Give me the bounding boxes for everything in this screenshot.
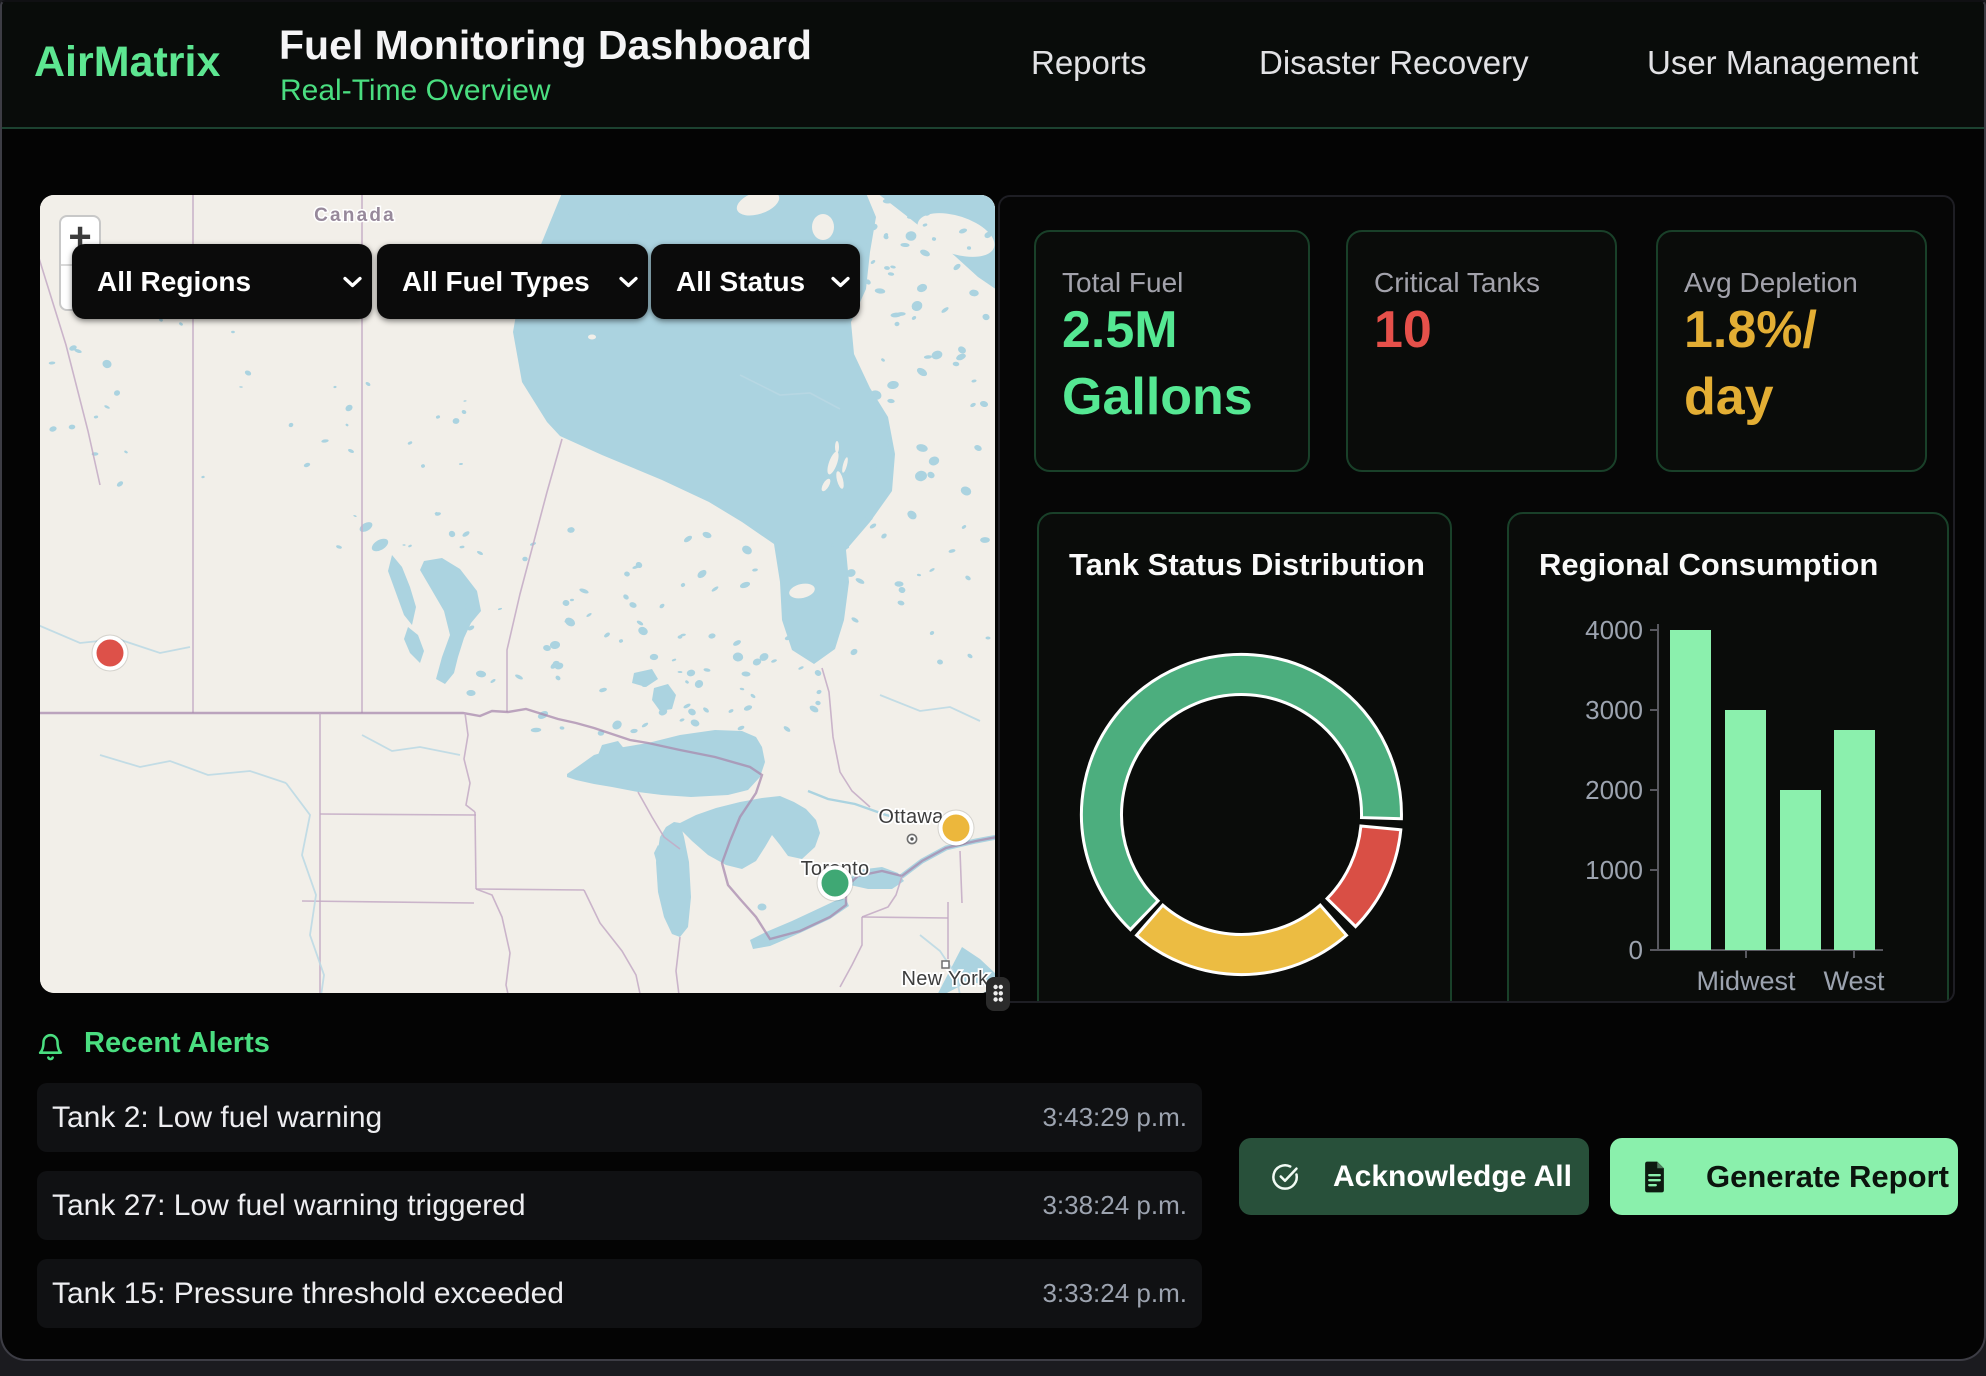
svg-text:New York: New York — [902, 968, 990, 990]
svg-text:4000: 4000 — [1585, 615, 1643, 645]
svg-text:Ottawa: Ottawa — [878, 806, 944, 828]
svg-text:0: 0 — [1629, 935, 1643, 965]
svg-text:3000: 3000 — [1585, 695, 1643, 725]
svg-text:Midwest: Midwest — [1696, 966, 1796, 996]
svg-text:1000: 1000 — [1585, 855, 1643, 885]
svg-text:West: West — [1823, 966, 1885, 996]
svg-text:Canada: Canada — [314, 205, 396, 226]
svg-text:2000: 2000 — [1585, 775, 1643, 805]
